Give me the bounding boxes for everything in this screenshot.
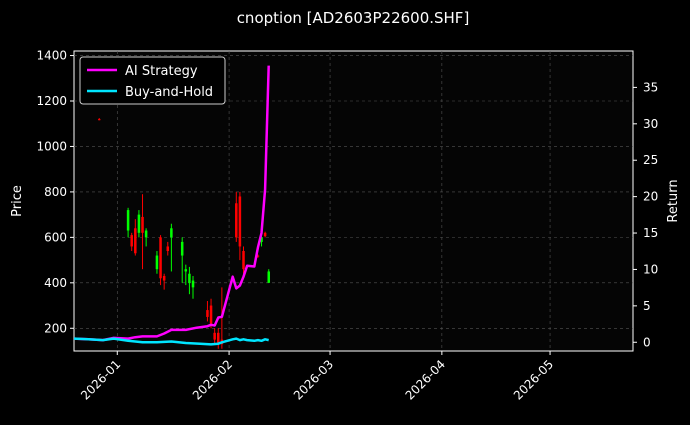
candle bbox=[162, 273, 166, 290]
candle bbox=[97, 118, 101, 121]
y-right-tick-label: 0 bbox=[643, 335, 651, 349]
candle-body bbox=[238, 196, 242, 247]
y-right-tick-label: 20 bbox=[643, 190, 658, 204]
candle bbox=[134, 219, 137, 256]
candle bbox=[159, 235, 162, 286]
candle-body bbox=[97, 119, 101, 121]
candle-body bbox=[260, 237, 263, 242]
candle-body bbox=[209, 305, 213, 324]
candle bbox=[209, 298, 213, 329]
y-right-tick-label: 10 bbox=[643, 262, 658, 276]
candle-body bbox=[155, 255, 159, 270]
candle bbox=[206, 301, 209, 322]
return-lines bbox=[73, 65, 270, 346]
candle bbox=[235, 191, 238, 242]
candle-body bbox=[242, 251, 245, 270]
candle-body bbox=[162, 276, 166, 281]
series-line-buy-and-hold bbox=[73, 337, 269, 346]
candle bbox=[188, 266, 191, 295]
candle-body bbox=[134, 228, 137, 254]
candle bbox=[216, 328, 220, 349]
candle-body bbox=[141, 216, 144, 233]
candle bbox=[170, 223, 173, 272]
y-left-tick-label: 200 bbox=[44, 321, 67, 335]
y-left-tick-label: 1200 bbox=[36, 94, 67, 108]
y-right-tick-label: 25 bbox=[643, 153, 658, 167]
y-left-tick-label: 400 bbox=[44, 276, 67, 290]
candle bbox=[256, 254, 260, 258]
candle bbox=[155, 251, 159, 274]
y-left-tick-label: 600 bbox=[44, 230, 67, 244]
candle-body bbox=[184, 269, 188, 272]
grid-lines bbox=[74, 51, 633, 351]
y-right-tick-label: 15 bbox=[643, 226, 658, 240]
candle bbox=[184, 264, 188, 286]
candle-body bbox=[256, 255, 260, 257]
candle bbox=[213, 328, 216, 345]
y-right-tick-label: 5 bbox=[643, 299, 651, 313]
y-left-tick-label: 800 bbox=[44, 185, 67, 199]
y-right-tick-label: 30 bbox=[643, 117, 658, 131]
candle bbox=[263, 231, 267, 238]
legend: AI Strategy Buy-and-Hold bbox=[79, 56, 226, 105]
candle-body bbox=[267, 271, 271, 283]
candle bbox=[242, 246, 245, 274]
candle bbox=[267, 269, 271, 283]
candle-body bbox=[166, 246, 170, 251]
candle-body bbox=[126, 210, 130, 231]
y-axis-left-label: Price bbox=[10, 185, 25, 217]
candle bbox=[130, 232, 133, 251]
candle bbox=[126, 207, 130, 238]
candle-body bbox=[137, 214, 141, 233]
candle-body bbox=[159, 237, 162, 279]
candle-body bbox=[188, 273, 191, 283]
candle-body bbox=[263, 232, 267, 237]
candle-body bbox=[170, 228, 173, 238]
candle-body bbox=[191, 280, 195, 288]
y-left-tick-label: 1400 bbox=[36, 49, 67, 63]
candle bbox=[180, 237, 184, 283]
candle-body bbox=[130, 235, 133, 247]
candle-body bbox=[180, 241, 184, 256]
candle bbox=[137, 210, 141, 238]
series-line-ai-strategy bbox=[73, 65, 270, 342]
candle-body bbox=[144, 230, 148, 238]
candle bbox=[191, 276, 195, 299]
candle bbox=[238, 191, 242, 261]
legend-label-ai-strategy: AI Strategy bbox=[125, 64, 198, 79]
legend-label-buy-and-hold: Buy-and-Hold bbox=[125, 85, 213, 100]
candle-body bbox=[206, 310, 209, 317]
candle bbox=[144, 228, 148, 247]
y-right-tick-label: 35 bbox=[643, 80, 658, 94]
candle bbox=[141, 194, 144, 270]
chart-title: cnoption [AD2603P22600.SHF] bbox=[237, 9, 470, 27]
y-left-tick-label: 1000 bbox=[36, 139, 67, 153]
y-axis-right-label: Return bbox=[666, 179, 681, 222]
candle bbox=[166, 241, 170, 256]
candle-body bbox=[235, 203, 238, 238]
candle-body bbox=[216, 332, 220, 345]
candle-body bbox=[213, 332, 216, 340]
